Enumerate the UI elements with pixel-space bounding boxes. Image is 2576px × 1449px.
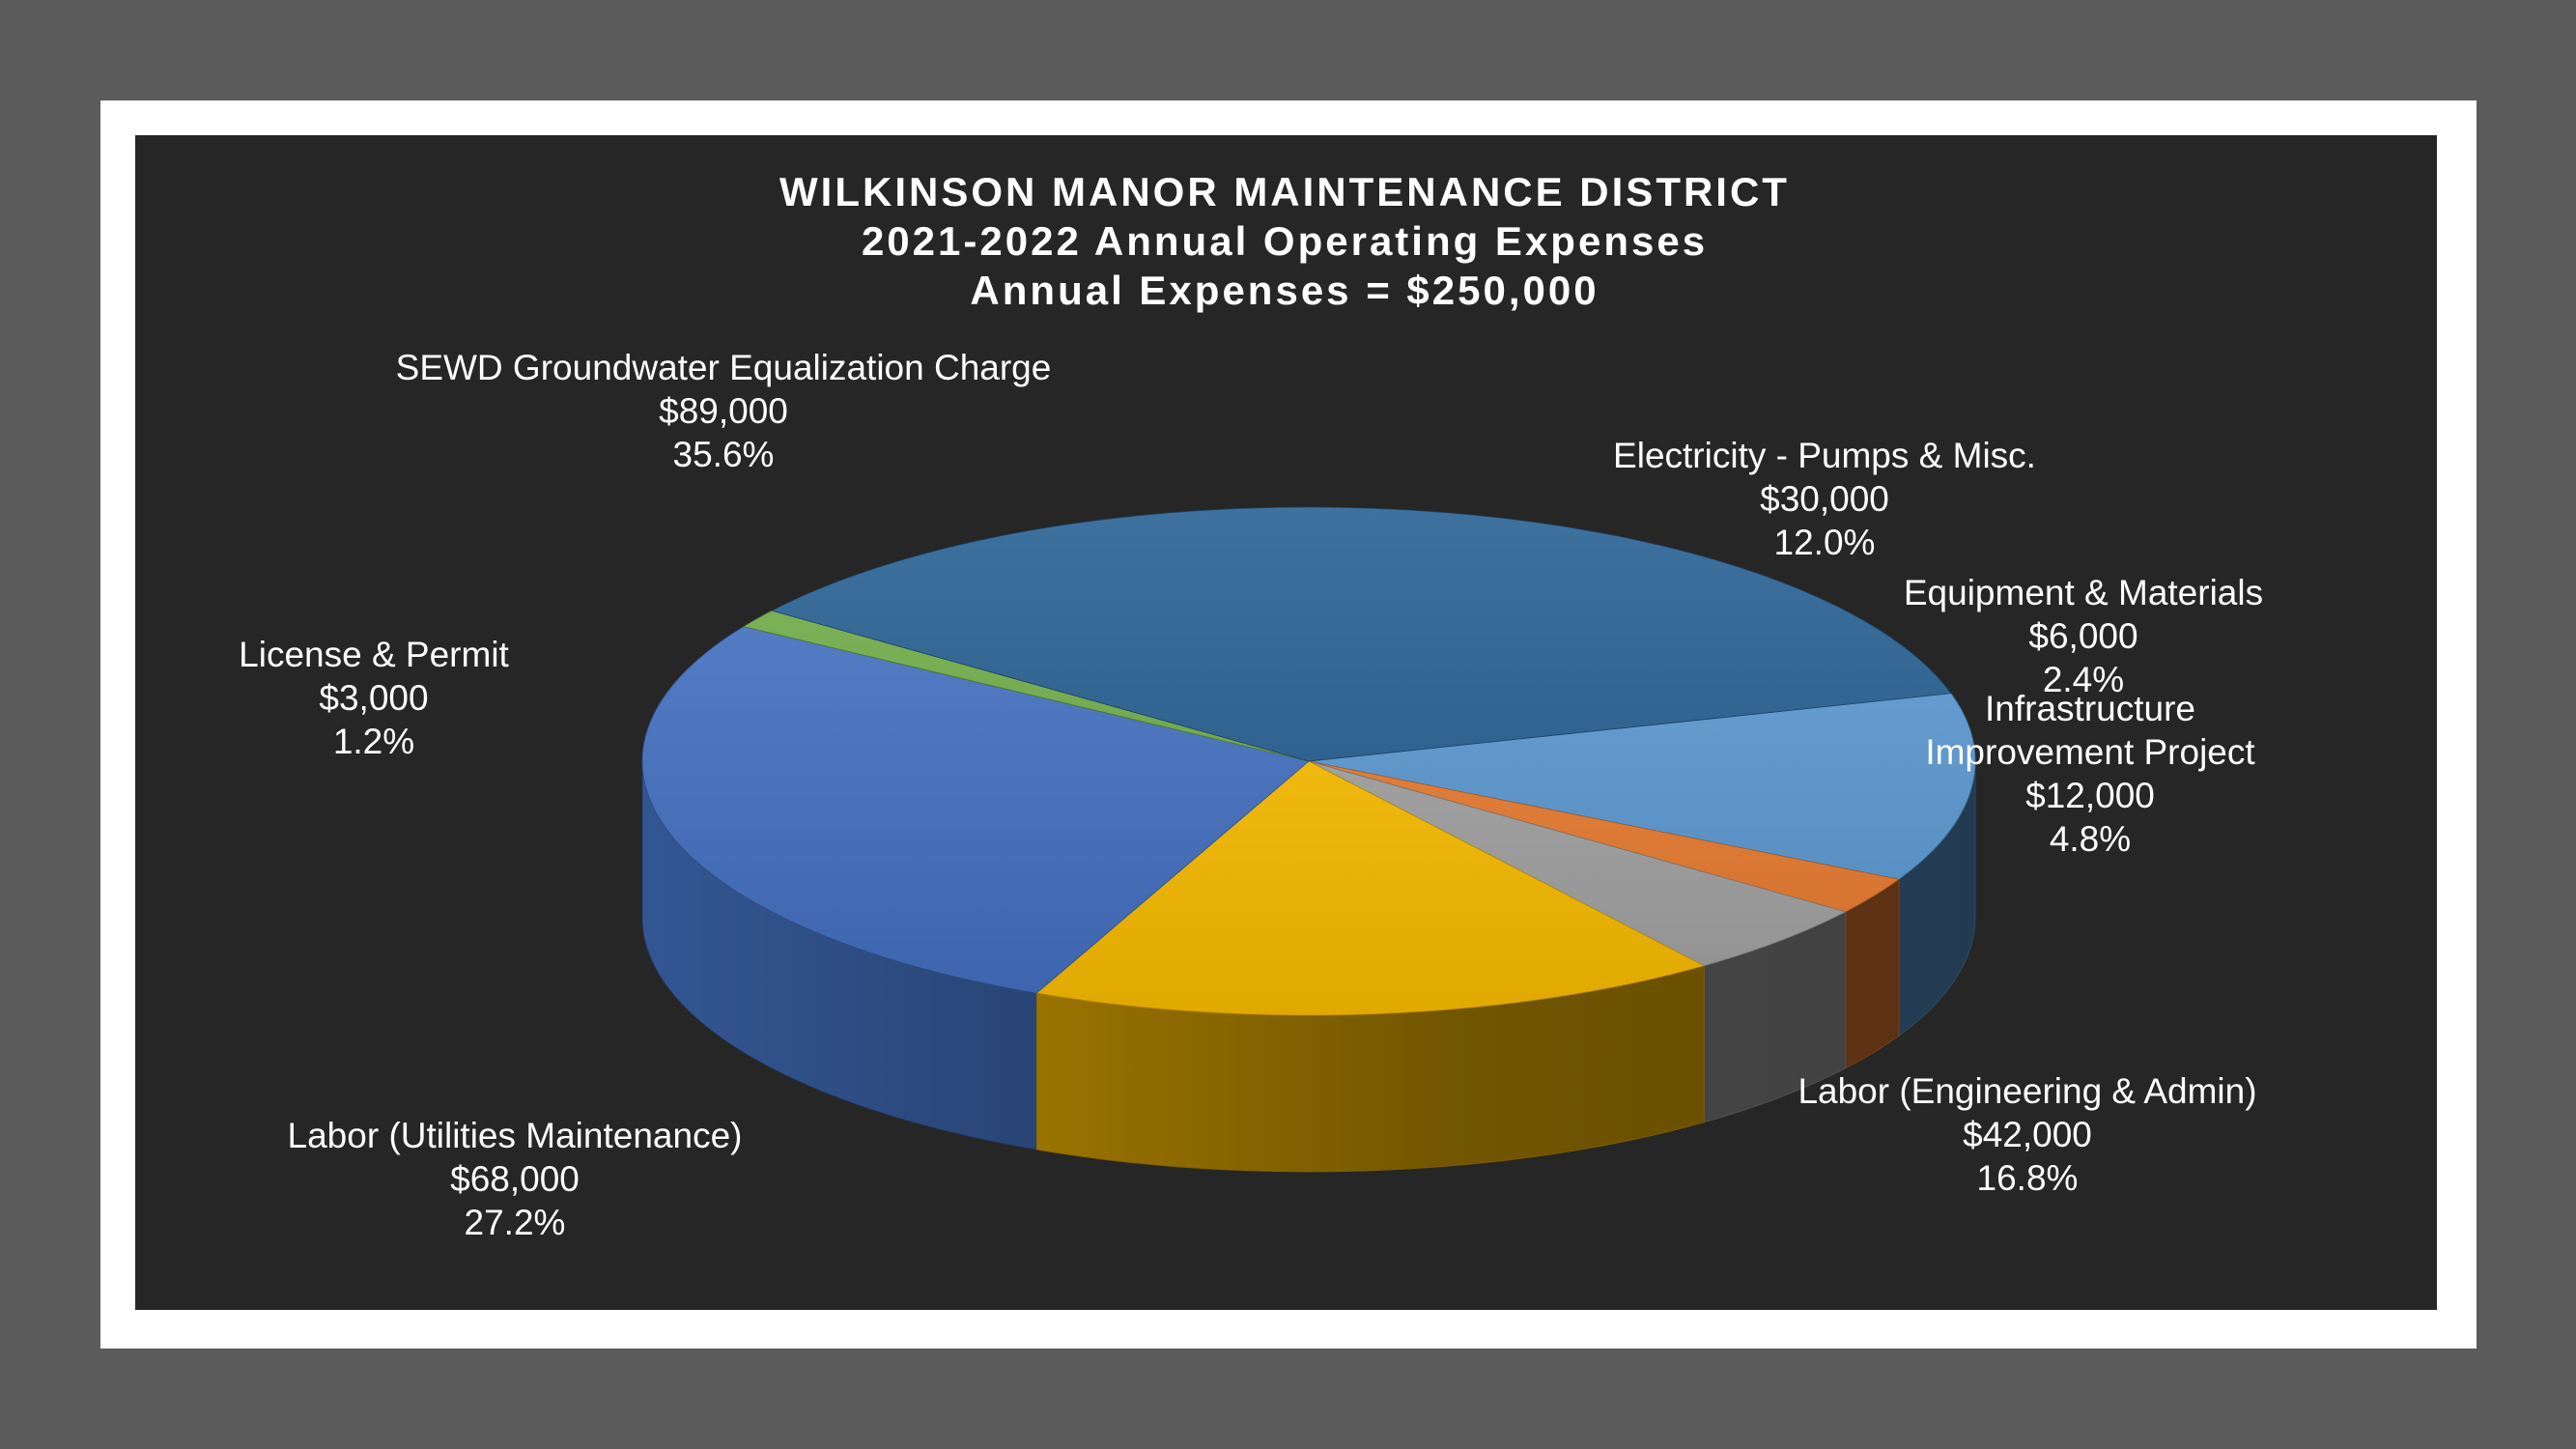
slice-label: Labor (Utilities Maintenance) $68,000 27.2… (288, 1116, 743, 1242)
slice-label-name: License & Permit (239, 635, 509, 674)
chart-title-line: Annual Expenses = $250,000 (970, 268, 1599, 313)
slice-label-percent: 1.2% (333, 722, 414, 761)
pie-slice (1308, 760, 1847, 967)
pie-slice (771, 506, 1952, 762)
pie-slice (1035, 760, 1706, 1016)
pie-slices (641, 506, 1976, 1016)
slice-label-value: $68,000 (450, 1159, 580, 1199)
slice-label: License & Permit $3,000 1.2% (239, 635, 509, 761)
slice-label-percent: 2.4% (2043, 660, 2124, 699)
slice-label-value: $30,000 (1760, 479, 1889, 519)
chart-title-line: WILKINSON MANOR MAINTENANCE DISTRICT (779, 169, 1790, 214)
slice-label: Electricity - Pumps & Misc. $30,000 12.0% (1613, 436, 2036, 562)
slice-label-value: $3,000 (319, 678, 428, 718)
slice-label-name: Equipment & Materials (1904, 573, 2263, 612)
slice-label-name: Labor (Engineering & Admin) (1798, 1071, 2256, 1111)
slice-label-value: $12,000 (2025, 776, 2155, 815)
slice-label-name: Infrastructure (1985, 689, 2195, 728)
slice-label-percent: 35.6% (673, 435, 775, 474)
slice-label-percent: 27.2% (465, 1203, 566, 1242)
chart-title-line: 2021-2022 Annual Operating Expenses (862, 218, 1708, 264)
slice-labels: Electricity - Pumps & Misc.$30,00012.0%E… (239, 348, 2263, 1242)
slice-label-name: Labor (Utilities Maintenance) (288, 1116, 743, 1155)
slice-label-value: $89,000 (659, 391, 788, 431)
pie-slice (1308, 693, 1976, 880)
pie-slice (641, 626, 1310, 994)
slice-label-name: SEWD Groundwater Equalization Charge (396, 348, 1052, 387)
chart-title: WILKINSON MANOR MAINTENANCE DISTRICT2021… (779, 169, 1790, 313)
slice-label-name: Electricity - Pumps & Misc. (1613, 436, 2036, 475)
slice-label-value: $6,000 (2028, 616, 2137, 656)
pie-chart: WILKINSON MANOR MAINTENANCE DISTRICT2021… (239, 169, 2263, 1242)
slice-label-percent: 16.8% (1977, 1158, 2079, 1198)
slice-label-value: $42,000 (1963, 1115, 2092, 1154)
chart-panel: WILKINSON MANOR MAINTENANCE DISTRICT 2021… (135, 135, 2437, 1310)
slice-label: Labor (Engineering & Admin) $42,000 16.8% (1798, 1071, 2256, 1198)
slice-label-percent: 4.8% (2050, 819, 2131, 859)
slice-label-percent: 12.0% (1774, 523, 1876, 562)
slice-label: Equipment & Materials $6,000 2.4% (1904, 573, 2263, 699)
slice-label: SEWD Groundwater Equalization Charge $89,… (396, 348, 1052, 474)
white-frame: WILKINSON MANOR MAINTENANCE DISTRICT 2021… (100, 100, 2477, 1349)
slice-label-name: Improvement Project (1925, 732, 2255, 772)
slice-label: Infrastructure Improvement Project $12,000… (1925, 689, 2255, 859)
